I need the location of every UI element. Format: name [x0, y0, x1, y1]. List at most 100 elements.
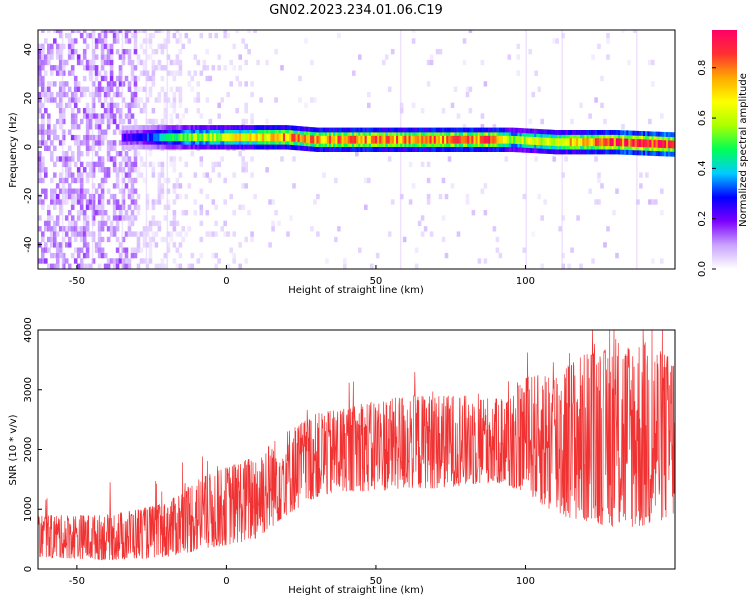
heatmap-ytick-label: 40	[23, 43, 34, 56]
heatmap-cell	[118, 210, 123, 216]
heatmap-cell	[64, 102, 69, 109]
heatmap-ridge-cell	[615, 138, 619, 147]
heatmap-cell	[127, 193, 132, 200]
heatmap-cell	[79, 263, 84, 269]
heatmap-cell	[53, 38, 57, 44]
heatmap-cell	[70, 97, 75, 103]
heatmap-cell	[47, 49, 51, 55]
heatmap-cell	[232, 172, 236, 178]
heatmap-cell	[50, 140, 54, 146]
heatmap-cell	[235, 75, 239, 82]
heatmap-cell	[603, 118, 607, 125]
heatmap-cell	[534, 156, 538, 162]
heatmap-cell	[109, 97, 114, 103]
heatmap-cell	[55, 220, 60, 227]
heatmap-cell	[118, 91, 123, 98]
heatmap-cell	[148, 38, 153, 44]
heatmap-cell	[44, 167, 48, 173]
heatmap-cell	[151, 32, 156, 39]
heatmap-ridge-cell	[506, 135, 510, 144]
heatmap-cell	[115, 86, 120, 92]
heatmap-ridge-cell	[458, 135, 462, 144]
heatmap-cell	[55, 193, 60, 200]
heatmap-cell	[100, 220, 105, 227]
heatmap-cell	[88, 113, 93, 119]
heatmap-ridge-cell	[670, 140, 673, 149]
heatmap-cell	[61, 134, 66, 141]
heatmap-cell	[136, 59, 141, 66]
heatmap-cell	[250, 231, 254, 237]
heatmap-cell	[139, 161, 144, 168]
heatmap-cell	[229, 59, 233, 66]
heatmap-cell	[304, 102, 308, 109]
heatmap-cell	[58, 81, 63, 87]
heatmap-cell	[154, 118, 159, 125]
heatmap-cell	[58, 97, 63, 103]
heatmap-cell	[444, 193, 449, 200]
heatmap-cell	[196, 91, 201, 98]
heatmap-cell	[41, 247, 45, 253]
heatmap-cell	[61, 263, 66, 269]
heatmap-cell	[106, 86, 111, 92]
heatmap-cell	[70, 43, 75, 50]
heatmap-cell	[130, 183, 135, 189]
heatmap-cell	[223, 231, 227, 237]
heatmap-cell	[100, 210, 105, 216]
heatmap-cell	[85, 151, 90, 157]
heatmap-cell	[67, 242, 72, 248]
heatmap-cell	[244, 59, 248, 66]
heatmap-cell	[70, 118, 75, 125]
heatmap-cell	[106, 113, 111, 119]
heatmap-cell	[172, 91, 177, 98]
heatmap-cell	[133, 102, 138, 109]
heatmap-cell	[61, 258, 66, 264]
heatmap-cell	[316, 193, 320, 200]
heatmap-cell	[79, 32, 84, 39]
heatmap-cell	[145, 231, 150, 237]
heatmap-cell	[97, 70, 102, 76]
heatmap-ridge-cell	[287, 133, 290, 142]
heatmap-ridge-cell	[142, 133, 145, 142]
heatmap-cell	[91, 231, 96, 237]
heatmap-cell	[38, 199, 42, 205]
heatmap-cell	[61, 183, 66, 189]
heatmap-cell	[97, 38, 102, 44]
heatmap-cell	[109, 30, 114, 33]
heatmap-ridge-cell	[486, 135, 489, 144]
heatmap-cell	[118, 113, 123, 119]
heatmap-cell	[73, 91, 78, 98]
heatmap-cell	[130, 70, 135, 76]
heatmap-cell	[414, 247, 419, 253]
heatmap-cell	[67, 43, 72, 50]
heatmap-cell	[145, 70, 150, 76]
heatmap-cell	[109, 258, 114, 264]
snr-xtick-label: 100	[516, 576, 535, 587]
heatmap-cell	[492, 226, 497, 232]
heatmap-ridge-cell	[645, 139, 648, 148]
heatmap-cell	[241, 38, 245, 44]
heatmap-cell	[175, 263, 180, 269]
heatmap-cell	[205, 231, 210, 237]
heatmap-cell	[94, 54, 99, 60]
heatmap-ridge-cell	[167, 133, 171, 142]
heatmap-cell	[160, 183, 165, 189]
heatmap-cell	[88, 263, 93, 269]
heatmap-cell	[94, 38, 99, 44]
heatmap-cell	[67, 32, 72, 39]
heatmap-cell	[55, 231, 60, 237]
heatmap-cell	[133, 215, 138, 221]
heatmap-cell	[600, 102, 604, 109]
heatmap-cell	[103, 220, 108, 227]
heatmap-cell	[648, 199, 652, 205]
heatmap-cell	[531, 231, 536, 237]
snr-ytick-label: 1000	[23, 497, 34, 522]
heatmap-cell	[166, 242, 171, 248]
heatmap-cell	[100, 49, 105, 55]
heatmap-cell	[58, 124, 63, 130]
heatmap-cell	[100, 252, 105, 259]
heatmap-ridge-cell	[657, 140, 660, 148]
heatmap-cell	[41, 43, 45, 50]
colorbar-tick-label: 0.0	[697, 261, 708, 277]
heatmap-cell	[100, 193, 105, 200]
heatmap-ridge-cell	[580, 138, 583, 147]
